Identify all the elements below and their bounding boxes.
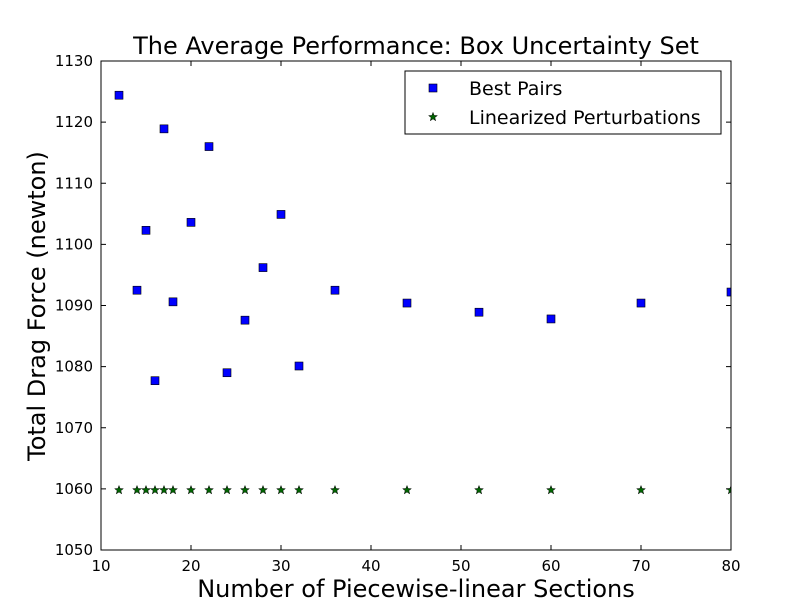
x-tick-label: 20 bbox=[181, 557, 200, 575]
data-point-linearized bbox=[635, 484, 647, 495]
y-tick-label: 1130 bbox=[55, 52, 93, 70]
plot-area: 10 20 30 40 50 60 70 80 1050 1060 1070 1080 1090 1100… bbox=[55, 52, 741, 575]
y-axis-title: Total Drag Force (newton) bbox=[23, 151, 51, 462]
data-point-best-pairs bbox=[141, 226, 151, 235]
x-tick-label: 10 bbox=[91, 557, 110, 575]
legend-marker bbox=[427, 111, 439, 122]
data-point-best-pairs bbox=[474, 307, 484, 317]
legend-label: Best Pairs bbox=[469, 78, 562, 100]
data-point-best-pairs bbox=[636, 298, 646, 308]
data-point-best-pairs bbox=[159, 124, 169, 134]
x-tick-label: 40 bbox=[361, 557, 380, 575]
data-point-linearized bbox=[725, 484, 731, 495]
y-tick-label: 1110 bbox=[55, 174, 93, 192]
data-point-best-pairs bbox=[402, 298, 412, 308]
data-point-best-pairs bbox=[186, 218, 196, 227]
y-tick-label: 1120 bbox=[55, 113, 93, 131]
data-point-linearized bbox=[185, 484, 197, 495]
data-point-best-pairs bbox=[240, 315, 250, 325]
data-point-best-pairs bbox=[294, 361, 304, 371]
data-point-linearized bbox=[113, 484, 125, 495]
data-point-linearized bbox=[275, 484, 287, 495]
data-point-linearized bbox=[167, 484, 179, 495]
data-point-best-pairs bbox=[132, 285, 142, 295]
data-points bbox=[113, 90, 731, 495]
data-point-best-pairs bbox=[276, 210, 286, 219]
data-point-linearized bbox=[257, 484, 269, 495]
legend-marker bbox=[428, 83, 438, 93]
data-point-best-pairs bbox=[258, 263, 268, 272]
y-tick-label: 1060 bbox=[55, 480, 93, 498]
data-point-best-pairs bbox=[204, 142, 214, 151]
data-point-linearized bbox=[473, 484, 485, 495]
y-tick-label: 1100 bbox=[55, 235, 93, 253]
data-point-linearized bbox=[131, 484, 143, 495]
data-point-best-pairs bbox=[114, 90, 124, 100]
y-tick-label: 1090 bbox=[55, 297, 93, 315]
data-point-linearized bbox=[329, 484, 341, 495]
data-point-best-pairs bbox=[330, 285, 340, 295]
data-point-best-pairs bbox=[726, 287, 731, 297]
legend-box bbox=[404, 70, 722, 135]
data-point-best-pairs bbox=[168, 297, 178, 307]
data-point-linearized bbox=[401, 484, 413, 495]
data-point-linearized bbox=[203, 484, 215, 495]
y-tick-label: 1070 bbox=[55, 419, 93, 437]
y-tick-label: 1050 bbox=[55, 541, 93, 559]
x-tick-label: 30 bbox=[271, 557, 290, 575]
data-point-linearized bbox=[293, 484, 305, 495]
x-tick-label: 50 bbox=[451, 557, 470, 575]
data-point-best-pairs bbox=[150, 376, 160, 385]
data-point-linearized bbox=[239, 484, 251, 495]
data-point-linearized bbox=[158, 484, 170, 495]
legend-label: Linearized Perturbations bbox=[469, 107, 701, 129]
data-point-linearized bbox=[545, 484, 557, 495]
data-point-best-pairs bbox=[222, 368, 232, 378]
y-tick-label: 1080 bbox=[55, 358, 93, 376]
x-axis-title: Number of Piecewise-linear Sections bbox=[197, 575, 635, 603]
data-point-linearized bbox=[221, 484, 233, 495]
x-tick-label: 70 bbox=[631, 557, 650, 575]
data-point-linearized bbox=[140, 484, 152, 495]
data-point-linearized bbox=[149, 484, 161, 495]
legend: Best Pairs Linearized Perturbations bbox=[404, 70, 722, 135]
x-tick-label: 60 bbox=[541, 557, 560, 575]
x-tick-label: 80 bbox=[721, 557, 740, 575]
chart-title: The Average Performance: Box Uncertainty… bbox=[132, 32, 699, 60]
data-point-best-pairs bbox=[546, 314, 556, 324]
axes-frame bbox=[100, 60, 732, 551]
